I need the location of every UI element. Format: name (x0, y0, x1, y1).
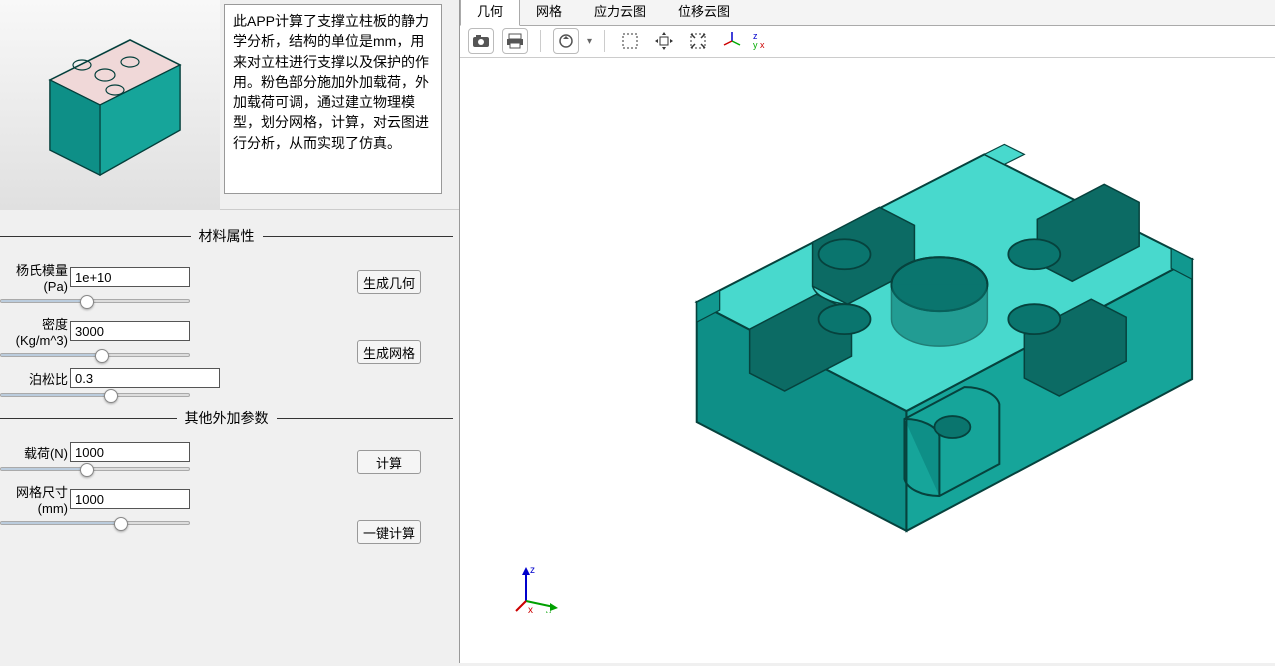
section-material: 材料属性 (0, 226, 453, 246)
mesh-slider[interactable] (0, 518, 190, 522)
left-panel: 此APP计算了支撑立柱板的静力学分析，结构的单位是mm，用来对立柱进行支撑以及保… (0, 0, 459, 663)
load-slider[interactable] (0, 464, 190, 468)
viewport[interactable]: z y x (460, 58, 1275, 663)
density-input[interactable] (70, 321, 190, 341)
tab-bar: 几何 网格 应力云图 位移云图 (460, 0, 1275, 26)
action-buttons: 生成几何 生成网格 计算 一键计算 (357, 270, 421, 544)
one-click-button[interactable]: 一键计算 (357, 520, 421, 544)
poisson-input[interactable] (70, 368, 220, 388)
toolbar-separator (540, 30, 541, 52)
tab-displacement[interactable]: 位移云图 (662, 0, 746, 25)
tab-geometry[interactable]: 几何 (460, 0, 520, 26)
triad-icon: z y x (514, 563, 564, 613)
print-icon[interactable] (502, 28, 528, 54)
description-box: 此APP计算了支撑立柱板的静力学分析，结构的单位是mm，用来对立柱进行支撑以及保… (224, 4, 442, 194)
youngs-slider[interactable] (0, 296, 190, 300)
triad-x: x (528, 605, 533, 613)
reset-dropdown-arrow[interactable]: ▾ (587, 36, 592, 47)
preview-svg (10, 10, 210, 200)
youngs-label: 杨氏模量(Pa) (0, 260, 70, 294)
camera-icon[interactable] (468, 28, 494, 54)
poisson-label: 泊松比 (0, 369, 70, 388)
compute-button[interactable]: 计算 (357, 450, 421, 474)
form-area: 材料属性 杨氏模量(Pa) 密度(Kg/m^3) 泊松比 其他外加参数 载荷 (0, 210, 459, 663)
toolbar-separator-2 (604, 30, 605, 52)
axis-label-y: y (753, 40, 758, 50)
fit-icon[interactable] (685, 28, 711, 54)
section-other-label: 其他外加参数 (177, 408, 277, 428)
model-preview (0, 0, 220, 210)
axis-label-x: x (760, 40, 765, 50)
axis-labels: z y x (753, 32, 765, 50)
mesh-label: 网格尺寸(mm) (0, 482, 70, 516)
description-text: 此APP计算了支撑立柱板的静力学分析，结构的单位是mm，用来对立柱进行支撑以及保… (233, 13, 429, 151)
gen-geom-button[interactable]: 生成几何 (357, 270, 421, 294)
density-slider[interactable] (0, 350, 190, 354)
triad-y: y (546, 609, 551, 613)
viewer-toolbar: ▾ z y x (460, 26, 1275, 58)
pan-icon[interactable] (651, 28, 677, 54)
gen-mesh-button[interactable]: 生成网格 (357, 340, 421, 364)
triad-z: z (530, 565, 535, 576)
axis-icon[interactable] (719, 28, 745, 54)
load-input[interactable] (70, 442, 190, 462)
tab-stress[interactable]: 应力云图 (578, 0, 662, 25)
section-material-label: 材料属性 (191, 226, 263, 246)
load-label: 载荷(N) (0, 443, 70, 462)
density-label: 密度(Kg/m^3) (0, 314, 70, 348)
youngs-input[interactable] (70, 267, 190, 287)
poisson-slider[interactable] (0, 390, 190, 394)
reset-icon[interactable] (553, 28, 579, 54)
mesh-input[interactable] (70, 489, 190, 509)
tab-mesh[interactable]: 网格 (520, 0, 578, 25)
left-top-row: 此APP计算了支撑立柱板的静力学分析，结构的单位是mm，用来对立柱进行支撑以及保… (0, 0, 459, 210)
box-select-icon[interactable] (617, 28, 643, 54)
model-svg (460, 58, 1275, 663)
right-panel: 几何 网格 应力云图 位移云图 ▾ z y x (459, 0, 1275, 663)
